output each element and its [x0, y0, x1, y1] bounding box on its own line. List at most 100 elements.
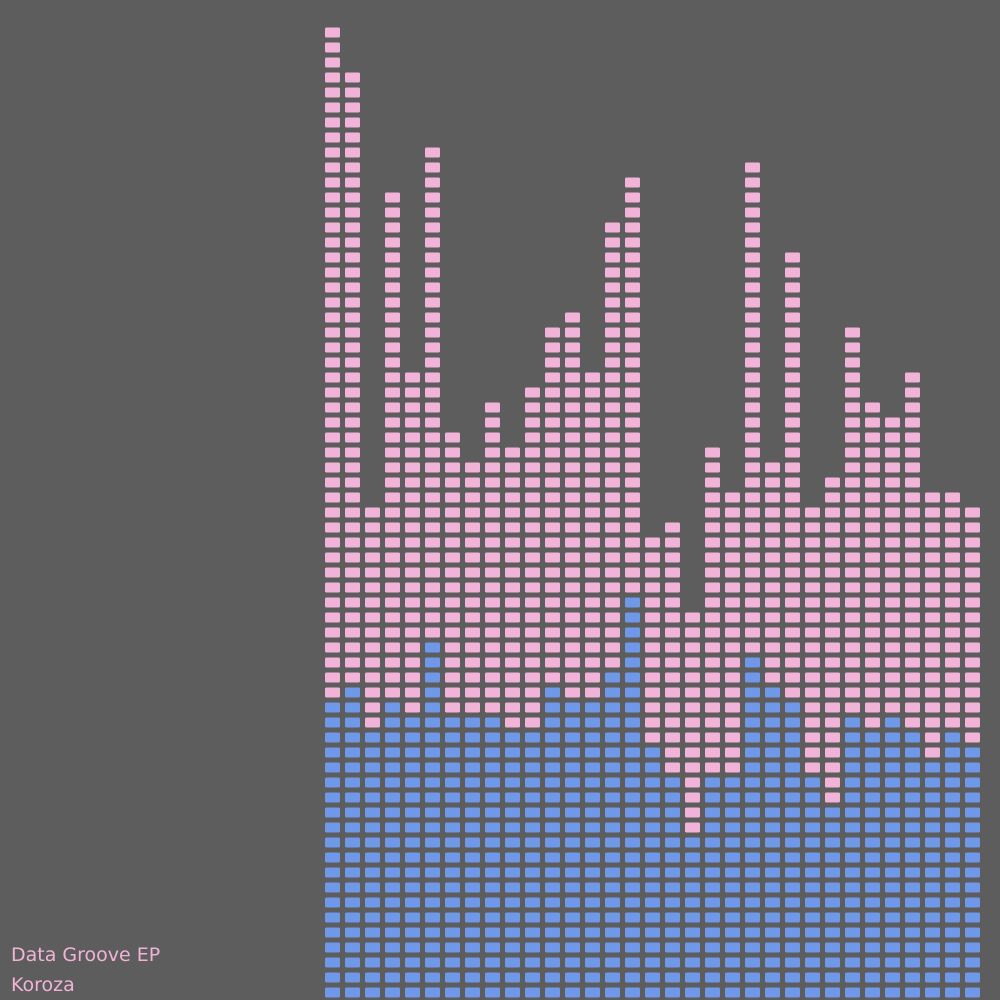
eq-segment-pink — [505, 492, 520, 503]
eq-segment-blue — [365, 927, 380, 938]
eq-segment-blue — [645, 807, 660, 818]
eq-segment-pink — [925, 747, 940, 758]
eq-segment-pink — [485, 642, 500, 653]
eq-segment-blue — [885, 822, 900, 833]
eq-segment-pink — [905, 537, 920, 548]
eq-segment-pink — [405, 477, 420, 488]
eq-segment-pink — [485, 672, 500, 683]
eq-segment-pink — [585, 492, 600, 503]
eq-segment-blue — [525, 912, 540, 923]
eq-segment-blue — [605, 747, 620, 758]
eq-segment-blue — [445, 792, 460, 803]
eq-segment-pink — [385, 312, 400, 323]
eq-segment-pink — [705, 672, 720, 683]
eq-segment-blue — [605, 987, 620, 998]
eq-segment-pink — [725, 567, 740, 578]
eq-segment-pink — [425, 297, 440, 308]
eq-segment-pink — [605, 282, 620, 293]
eq-segment-pink — [685, 822, 700, 833]
eq-segment-pink — [565, 552, 580, 563]
eq-segment-blue — [885, 792, 900, 803]
eq-segment-blue — [905, 882, 920, 893]
eq-segment-blue — [325, 747, 340, 758]
eq-segment-pink — [745, 312, 760, 323]
eq-segment-pink — [845, 612, 860, 623]
eq-segment-blue — [865, 822, 880, 833]
eq-segment-blue — [485, 747, 500, 758]
eq-segment-pink — [825, 612, 840, 623]
eq-segment-pink — [705, 642, 720, 653]
eq-segment-pink — [825, 672, 840, 683]
eq-segment-blue — [465, 957, 480, 968]
eq-segment-pink — [385, 567, 400, 578]
eq-segment-blue — [565, 987, 580, 998]
eq-segment-blue — [545, 852, 560, 863]
eq-segment-blue — [805, 822, 820, 833]
eq-segment-pink — [345, 657, 360, 668]
eq-segment-pink — [965, 507, 980, 518]
eq-segment-pink — [605, 357, 620, 368]
eq-segment-blue — [925, 867, 940, 878]
eq-segment-pink — [765, 612, 780, 623]
eq-segment-blue — [325, 822, 340, 833]
eq-segment-pink — [745, 222, 760, 233]
eq-segment-pink — [505, 612, 520, 623]
eq-segment-pink — [705, 747, 720, 758]
eq-segment-pink — [405, 372, 420, 383]
eq-segment-pink — [845, 672, 860, 683]
eq-column-22 — [745, 162, 760, 998]
eq-segment-pink — [545, 357, 560, 368]
eq-column-10 — [505, 447, 520, 998]
eq-segment-pink — [625, 582, 640, 593]
eq-segment-pink — [945, 612, 960, 623]
eq-segment-blue — [685, 987, 700, 998]
eq-segment-pink — [565, 327, 580, 338]
eq-segment-pink — [905, 432, 920, 443]
eq-segment-blue — [445, 882, 460, 893]
eq-segment-pink — [905, 507, 920, 518]
eq-segment-pink — [905, 567, 920, 578]
eq-segment-pink — [585, 552, 600, 563]
eq-segment-pink — [865, 687, 880, 698]
eq-segment-pink — [325, 312, 340, 323]
eq-segment-pink — [345, 72, 360, 83]
eq-segment-pink — [625, 522, 640, 533]
eq-segment-pink — [705, 702, 720, 713]
eq-segment-pink — [925, 567, 940, 578]
eq-segment-pink — [665, 732, 680, 743]
eq-segment-blue — [365, 852, 380, 863]
eq-segment-pink — [905, 372, 920, 383]
eq-segment-pink — [385, 222, 400, 233]
eq-segment-pink — [885, 597, 900, 608]
eq-segment-pink — [825, 792, 840, 803]
eq-segment-blue — [745, 912, 760, 923]
eq-segment-pink — [785, 522, 800, 533]
eq-segment-blue — [345, 687, 360, 698]
eq-segment-pink — [625, 222, 640, 233]
eq-segment-pink — [745, 522, 760, 533]
eq-segment-pink — [525, 537, 540, 548]
eq-segment-blue — [565, 882, 580, 893]
eq-segment-blue — [645, 987, 660, 998]
eq-segment-pink — [385, 342, 400, 353]
eq-segment-pink — [505, 582, 520, 593]
eq-segment-pink — [905, 597, 920, 608]
eq-segment-pink — [565, 567, 580, 578]
eq-segment-pink — [405, 612, 420, 623]
eq-segment-pink — [645, 597, 660, 608]
eq-segment-pink — [345, 192, 360, 203]
eq-segment-pink — [365, 612, 380, 623]
eq-segment-blue — [365, 912, 380, 923]
eq-segment-pink — [665, 687, 680, 698]
eq-segment-blue — [545, 912, 560, 923]
eq-segment-pink — [625, 312, 640, 323]
eq-segment-blue — [885, 777, 900, 788]
eq-segment-pink — [585, 567, 600, 578]
eq-segment-blue — [565, 777, 580, 788]
eq-segment-pink — [405, 657, 420, 668]
eq-segment-pink — [565, 357, 580, 368]
eq-segment-pink — [845, 627, 860, 638]
eq-segment-blue — [765, 762, 780, 773]
eq-segment-pink — [845, 492, 860, 503]
eq-segment-blue — [665, 807, 680, 818]
